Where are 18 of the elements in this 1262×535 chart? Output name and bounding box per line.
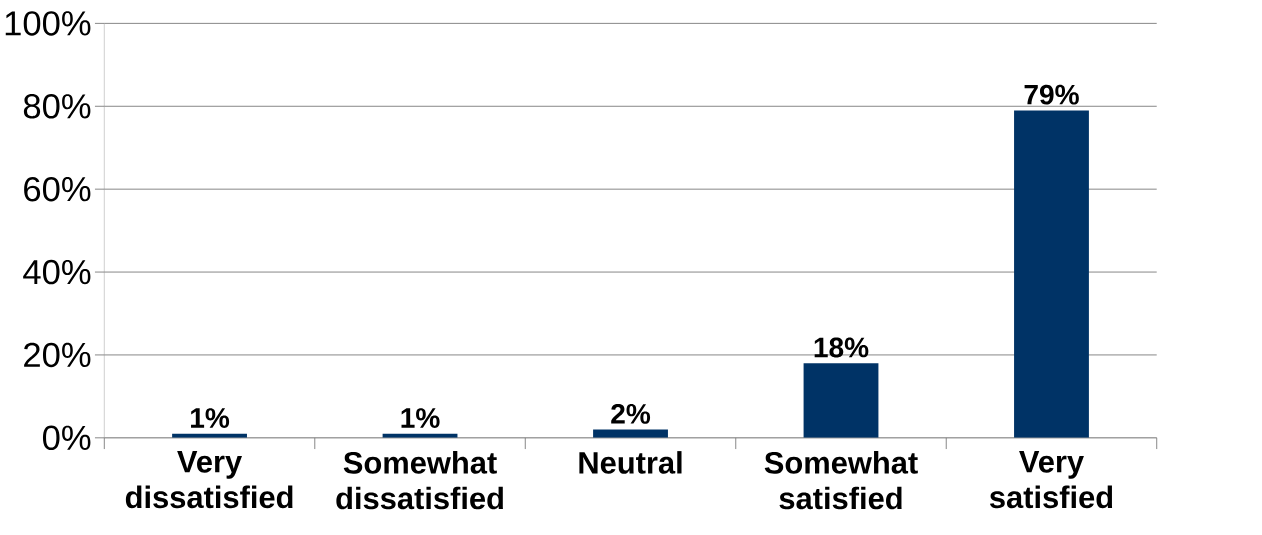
y-tick-label: 40% <box>23 259 91 285</box>
data-label: 79% <box>1024 84 1079 105</box>
y-tick-label: 100% <box>5 11 91 36</box>
y-tick-label: 0% <box>42 425 91 451</box>
x-tick-label: Very satisfied <box>989 451 1113 509</box>
y-tick-label: 20% <box>24 342 91 368</box>
y-tick-label: 60% <box>24 176 91 202</box>
x-tick-label: Very dissatisfied <box>125 451 293 509</box>
data-label: 1% <box>401 408 440 428</box>
y-tick-label: 80% <box>23 93 91 119</box>
bar <box>803 363 879 438</box>
bar <box>1014 110 1089 438</box>
x-tick-label: Somewhat dissatisfied <box>336 451 503 510</box>
data-label: 2% <box>611 403 651 424</box>
data-label: 18% <box>814 337 869 358</box>
data-label: 1% <box>191 408 230 428</box>
x-tick-label: Neutral <box>579 451 682 474</box>
x-tick-label: Somewhat satisfied <box>764 451 918 510</box>
